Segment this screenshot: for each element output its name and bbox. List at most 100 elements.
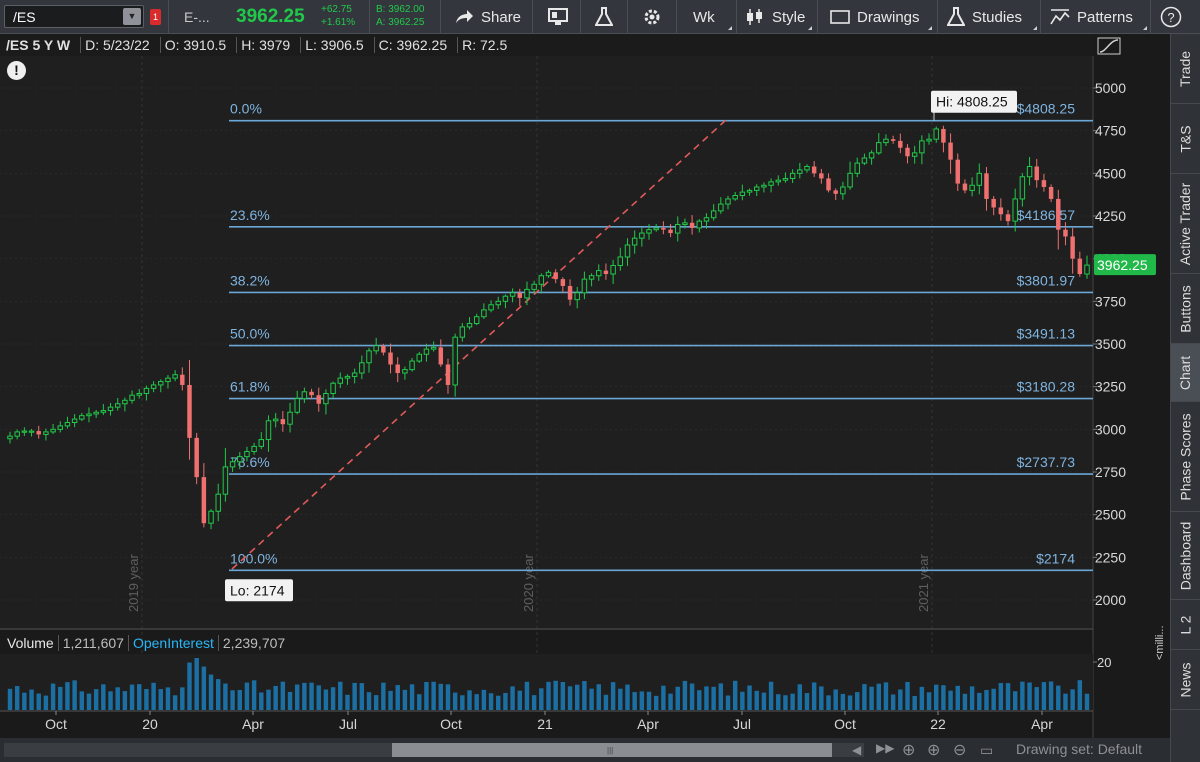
separator xyxy=(532,0,533,34)
volume-bar xyxy=(732,680,738,710)
scroll-left-icon[interactable]: ◀ xyxy=(852,743,862,757)
candle-body-up xyxy=(725,198,731,205)
candle-body-down xyxy=(1077,258,1083,275)
fibonacci-retracement[interactable]: 0.0% $4808.25 23.6% $4186.57 38.2% $3801.97 50… xyxy=(229,101,1093,572)
bar-low: L: 3906.5 xyxy=(305,37,364,53)
volume-bar xyxy=(1041,682,1047,710)
separator xyxy=(457,37,459,53)
tab-chart[interactable]: Chart xyxy=(1171,344,1200,402)
crosshair-icon[interactable]: ⊕ xyxy=(902,742,916,759)
trend-line[interactable] xyxy=(231,119,727,570)
volume-bar xyxy=(969,686,975,710)
volume-bar xyxy=(754,690,759,710)
candle-body-down xyxy=(689,222,695,228)
candle-body-up xyxy=(574,292,580,301)
candle-body-up xyxy=(524,288,530,299)
studies-button[interactable]: Studies xyxy=(947,0,1022,34)
timeframe-button[interactable]: Wk xyxy=(693,0,715,34)
help-button[interactable]: ? xyxy=(1160,0,1182,34)
candle-body-up xyxy=(208,510,214,524)
volume-bar xyxy=(445,684,451,710)
drawings-button[interactable]: Drawings xyxy=(830,0,920,34)
candle-body-up xyxy=(272,418,279,422)
candle-body-up xyxy=(495,300,501,306)
time-scrollbar[interactable]: ||| xyxy=(4,743,864,757)
volume-bar xyxy=(890,694,896,710)
price-tick-label: 4500 xyxy=(1095,165,1126,181)
volume-bar xyxy=(488,693,494,710)
candle-body-down xyxy=(36,431,41,435)
volume-bar xyxy=(790,693,795,710)
candle-body-up xyxy=(265,420,272,441)
candle-body-up xyxy=(287,411,293,425)
alert-icon[interactable]: ! xyxy=(7,61,26,80)
volume-bar xyxy=(259,692,264,710)
volume-label[interactable]: Volume xyxy=(7,635,54,651)
scrollbar-thumb[interactable]: ||| xyxy=(392,743,832,757)
candle-body-up xyxy=(473,316,480,325)
link-badge[interactable]: 1 xyxy=(150,9,161,25)
price-tick-label: 3750 xyxy=(1095,293,1126,309)
candle-body-up xyxy=(502,295,509,302)
zoom-in-icon[interactable]: ⊕ xyxy=(927,742,941,759)
candle-body-up xyxy=(237,456,243,463)
candle-body-up xyxy=(14,431,20,437)
patterns-button[interactable]: Patterns xyxy=(1050,0,1133,34)
bottom-bar: ||| ◀ ▶▶ ⊕ ⊕ ⊖ ▭ Drawing set: Default xyxy=(0,738,1170,762)
open-interest-label[interactable]: OpenInterest xyxy=(127,635,218,651)
chart-symbol[interactable]: /ES 5 Y W xyxy=(6,37,71,53)
volume-bar xyxy=(65,682,70,710)
candle-body-up xyxy=(136,392,142,396)
style-button[interactable]: Style xyxy=(745,0,805,34)
volume-bar xyxy=(93,689,99,710)
candle-body-up xyxy=(703,217,710,222)
candle-body-down xyxy=(890,139,896,141)
time-tick-label: Apr xyxy=(242,716,264,732)
symbol-input[interactable]: /ES ▼ xyxy=(4,5,144,28)
symbol-dropdown-button[interactable]: ▼ xyxy=(123,8,141,25)
tab-l-2[interactable]: L 2 xyxy=(1171,600,1200,650)
horizontal-gridlines xyxy=(0,87,1093,601)
volume-bar xyxy=(661,685,666,710)
scroll-right-icon[interactable]: ▶▶ xyxy=(876,741,895,755)
year-label: 2019 year xyxy=(126,554,141,612)
candle-body-up xyxy=(1019,176,1026,200)
candle-body-up xyxy=(1026,166,1033,178)
tab-trade[interactable]: Trade xyxy=(1171,34,1200,104)
separator xyxy=(1040,0,1041,34)
zoom-out-icon[interactable]: ⊖ xyxy=(953,742,967,759)
settings-button[interactable] xyxy=(642,0,662,34)
candle-body-up xyxy=(732,195,738,200)
chart-area[interactable]: 2019 year 2020 year 2021 year 0.0% $4808.25… xyxy=(0,34,1170,738)
fit-screen-icon[interactable]: ▭ xyxy=(980,742,994,758)
beaker-button[interactable] xyxy=(595,0,613,34)
tab-dashboard[interactable]: Dashboard xyxy=(1171,512,1200,600)
drawing-set-label[interactable]: Drawing set: Default xyxy=(1016,741,1143,757)
candle-body-down xyxy=(194,437,199,478)
tab-active-trader[interactable]: Active Trader xyxy=(1171,174,1200,274)
volume-bar xyxy=(768,681,774,710)
volume-bar xyxy=(381,682,386,710)
candle-body-up xyxy=(753,186,760,191)
patterns-dropdown-icon xyxy=(1143,26,1147,30)
bar-open: O: 3910.5 xyxy=(164,37,227,53)
tab-buttons[interactable]: Buttons xyxy=(1171,274,1200,344)
flexible-grid-button[interactable] xyxy=(548,0,568,34)
volume-bar xyxy=(1020,681,1025,710)
volume-bar xyxy=(1084,693,1090,710)
candle-body-up xyxy=(639,232,645,239)
tab-t-s[interactable]: T&S xyxy=(1171,104,1200,174)
symbol-text: /ES xyxy=(13,9,36,25)
auto-fit-icon[interactable] xyxy=(1097,37,1121,55)
fib-level-percent: 100.0% xyxy=(230,550,277,566)
tab-phase-scores[interactable]: Phase Scores xyxy=(1171,402,1200,512)
change-value: +62.75 xyxy=(321,4,352,15)
tab-news[interactable]: News xyxy=(1171,650,1200,710)
candle-body-up xyxy=(71,418,78,424)
time-axis[interactable]: Oct 20 Apr Jul Oct 21 Apr Jul Oct 22 Apr xyxy=(45,711,1053,732)
candle-body-up xyxy=(122,399,128,405)
volume-bar xyxy=(108,691,113,710)
candle-body-up xyxy=(976,172,983,186)
candle-body-up xyxy=(682,222,688,226)
share-button[interactable]: Share xyxy=(454,0,521,34)
